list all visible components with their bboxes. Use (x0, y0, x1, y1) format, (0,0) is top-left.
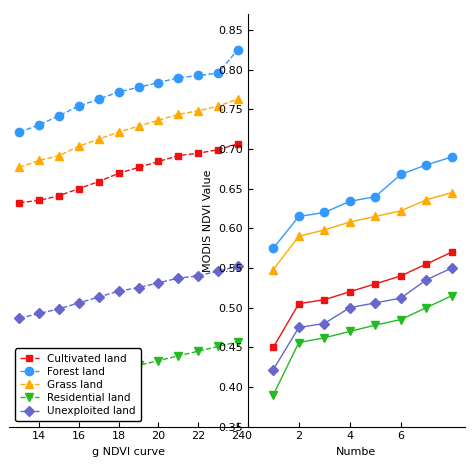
Cultivated land (36, 198, 42, 203)
Forest land (175, 75, 181, 81)
Residential land (96, 372, 102, 378)
Forest land (235, 47, 241, 53)
Grass land (215, 103, 221, 109)
Residential land (175, 353, 181, 359)
Unexploited land (17, 315, 22, 321)
Forest land (195, 73, 201, 78)
Unexploited land (56, 306, 62, 311)
Grass land (175, 111, 181, 117)
Forest land (136, 84, 141, 90)
Unexploited land (235, 264, 241, 269)
Grass land (116, 129, 121, 135)
Line: Unexploited land: Unexploited land (16, 263, 241, 322)
Residential land (36, 386, 42, 392)
Unexploited land (155, 280, 161, 286)
Cultivated land (215, 147, 221, 153)
Unexploited land (195, 273, 201, 279)
Grass land (235, 96, 241, 102)
Cultivated land (76, 186, 82, 191)
Unexploited land (96, 294, 102, 300)
Cultivated land (56, 193, 62, 199)
Grass land (36, 157, 42, 163)
Forest land (56, 113, 62, 118)
Forest land (116, 89, 121, 95)
X-axis label: Numbe: Numbe (336, 447, 376, 457)
Line: Forest land: Forest land (15, 46, 242, 136)
Unexploited land (36, 310, 42, 316)
Cultivated land (155, 159, 161, 164)
Residential land (116, 367, 121, 373)
Unexploited land (116, 288, 121, 294)
Line: Residential land: Residential land (15, 337, 242, 395)
Cultivated land (136, 164, 141, 170)
Residential land (215, 344, 221, 349)
Unexploited land (136, 285, 141, 291)
Line: Grass land: Grass land (15, 95, 242, 172)
Forest land (215, 70, 221, 76)
Residential land (56, 383, 62, 388)
Legend: Cultivated land, Forest land, Grass land, Residential land, Unexploited land: Cultivated land, Forest land, Grass land… (15, 348, 141, 421)
Residential land (235, 339, 241, 345)
Forest land (76, 103, 82, 109)
Residential land (136, 363, 141, 368)
Cultivated land (116, 171, 121, 176)
Residential land (76, 377, 82, 383)
Forest land (36, 122, 42, 128)
Forest land (17, 129, 22, 135)
Grass land (155, 118, 161, 123)
Grass land (136, 123, 141, 129)
Line: Cultivated land: Cultivated land (16, 140, 241, 206)
Cultivated land (17, 200, 22, 206)
Unexploited land (215, 268, 221, 274)
X-axis label: g NDVI curve: g NDVI curve (92, 447, 165, 457)
Grass land (96, 136, 102, 142)
Cultivated land (175, 153, 181, 158)
Forest land (96, 96, 102, 102)
Grass land (17, 164, 22, 170)
Residential land (17, 388, 22, 394)
Cultivated land (235, 141, 241, 146)
Y-axis label: MODIS NDVI Value: MODIS NDVI Value (203, 169, 213, 272)
Residential land (195, 348, 201, 354)
Grass land (76, 143, 82, 149)
Cultivated land (195, 150, 201, 156)
Unexploited land (76, 300, 82, 306)
Cultivated land (96, 179, 102, 184)
Unexploited land (175, 275, 181, 281)
Grass land (195, 108, 201, 114)
Grass land (56, 153, 62, 158)
Forest land (155, 80, 161, 85)
Residential land (155, 358, 161, 364)
